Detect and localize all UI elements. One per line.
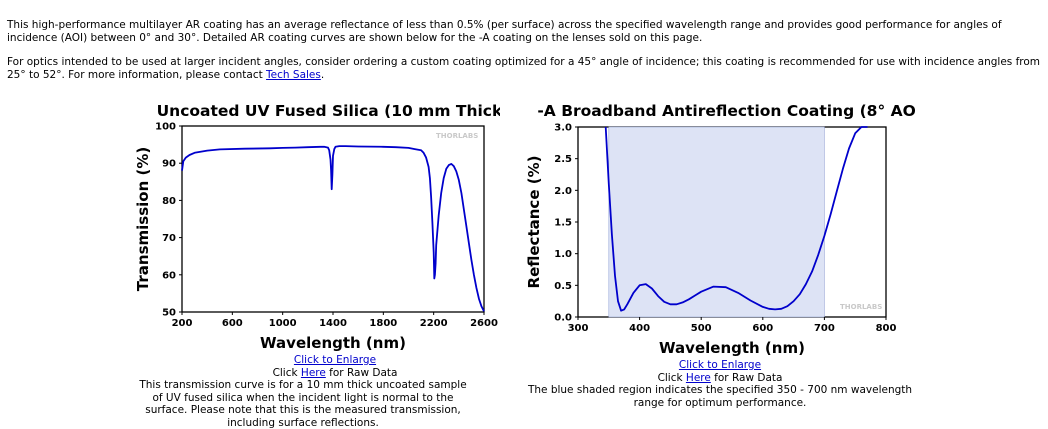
y-tick-label: 60 [162,270,176,281]
thorlabs-watermark: THORLABS [840,303,882,311]
left-raw-suffix: for Raw Data [325,366,398,379]
y-tick-label: 100 [155,122,176,133]
x-tick-label: 200 [172,318,193,329]
x-tick-label: 700 [814,323,835,334]
x-tick-label: 300 [568,323,589,334]
intro-paragraph-2: For optics intended to be used at larger… [7,56,1043,82]
tech-sales-link[interactable]: Tech Sales [266,69,321,81]
x-tick-label: 2200 [420,318,448,329]
y-axis-label: Reflectance (%) [525,156,543,289]
y-tick-label: 1.0 [554,249,572,260]
right-raw-data-row: Click Here for Raw Data [515,372,925,385]
thorlabs-watermark: THORLABS [436,132,478,140]
chart-title: -A Broadband Antireflection Coating (8° … [537,102,915,120]
y-tick-label: 80 [162,196,176,207]
right-raw-data-link[interactable]: Here [685,371,711,384]
reflectance-chart-svg: -A Broadband Antireflection Coating (8° … [525,102,915,357]
intro-paragraph-2-text: For optics intended to be used at larger… [7,56,1041,81]
transmission-chart-svg: Uncoated UV Fused Silica (10 mm Thick) T… [134,102,500,352]
left-caption: Click to Enlarge Click Here for Raw Data… [120,354,550,429]
x-tick-label: 600 [752,323,773,334]
right-caption: Click to Enlarge Click Here for Raw Data… [515,359,925,409]
y-tick-label: 2.5 [554,154,572,165]
x-tick-label: 500 [691,323,712,334]
y-tick-label: 90 [162,159,176,170]
x-axis-label: Wavelength (nm) [659,339,805,357]
right-raw-prefix: Click [657,371,686,384]
y-tick-label: 2.0 [554,186,572,197]
left-caption-description: This transmission curve is for a 10 mm t… [139,379,467,429]
right-click-to-enlarge-link[interactable]: Click to Enlarge [678,359,762,371]
y-axis-label: Transmission (%) [134,147,152,291]
y-tick-label: 0.0 [554,313,572,324]
plot-area: THORLABS 200 600 1000 1400 1800 2200 2600 50 60… [155,122,498,330]
y-tick-label: 70 [162,233,176,244]
left-click-to-enlarge-link[interactable]: Click to Enlarge [293,354,377,366]
left-raw-prefix: Click [272,366,301,379]
y-tick-label: 0.5 [554,281,572,292]
x-tick-label: 800 [876,323,897,334]
chart-title: Uncoated UV Fused Silica (10 mm Thick) [157,102,500,120]
left-raw-data-row: Click Here for Raw Data [120,367,550,380]
x-tick-label: 400 [629,323,650,334]
x-tick-label: 1400 [319,318,347,329]
x-tick-label: 1000 [269,318,297,329]
y-tick-label: 3.0 [554,123,572,134]
plot-area: THORLABS 300 400 500 600 700 800 0.0 0.5 1.0 1.5… [554,123,896,335]
intro-paragraph-1: This high-performance multilayer AR coat… [7,19,1002,44]
x-axis-label: Wavelength (nm) [260,334,406,352]
x-tick-label: 2600 [470,318,498,329]
transmission-chart[interactable]: Uncoated UV Fused Silica (10 mm Thick) T… [120,96,500,358]
right-raw-suffix: for Raw Data [710,371,783,384]
x-tick-label: 600 [222,318,243,329]
y-tick-label: 50 [162,308,176,319]
x-tick-label: 1800 [369,318,397,329]
left-enlarge-row: Click to Enlarge [120,354,550,367]
y-tick-label: 1.5 [554,218,572,229]
reflectance-chart[interactable]: -A Broadband Antireflection Coating (8° … [515,96,915,362]
data-series-line [181,145,485,312]
right-caption-description: The blue shaded region indicates the spe… [527,384,913,409]
intro-paragraph-2-end: . [320,69,325,81]
left-raw-data-link[interactable]: Here [300,366,326,379]
data-series-line [604,126,868,312]
shaded-wavelength-region [608,126,825,318]
right-enlarge-row: Click to Enlarge [515,359,925,372]
